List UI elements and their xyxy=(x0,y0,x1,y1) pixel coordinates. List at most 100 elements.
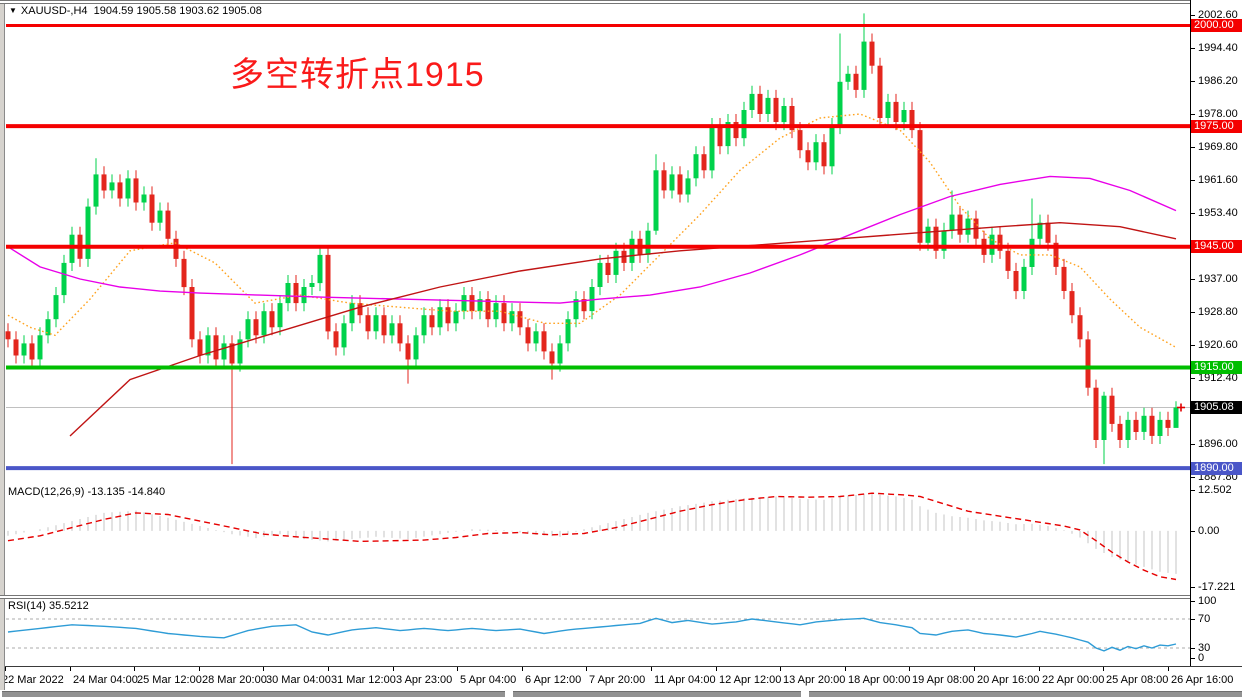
price-level-badge: 2000.00 xyxy=(1191,19,1242,32)
price-tick-label: 1961.60 xyxy=(1198,174,1238,186)
rsi-tick-label: 70 xyxy=(1198,613,1211,625)
time-axis-tick xyxy=(70,667,71,671)
ma-mid-magenta[interactable] xyxy=(7,175,1177,304)
price-chart-canvas[interactable] xyxy=(0,0,1190,480)
pane-splitter[interactable] xyxy=(0,0,1242,4)
price-tick-label: 1937.00 xyxy=(1198,273,1238,285)
price-tick-label: 1912.40 xyxy=(1198,372,1238,384)
rsi-tick-label: 30 xyxy=(1198,642,1211,654)
price-tick-label: 1928.80 xyxy=(1198,306,1238,318)
axis-tick xyxy=(1191,48,1195,49)
time-tick-label: 25 Mar 12:00 xyxy=(137,674,202,686)
axis-tick xyxy=(1191,15,1195,16)
pane-splitter[interactable] xyxy=(0,595,1242,599)
time-axis-tick xyxy=(5,667,6,671)
time-tick-label: 5 Apr 04:00 xyxy=(460,674,517,686)
axis-tick xyxy=(1191,477,1195,478)
price-level-badge: 1975.00 xyxy=(1191,120,1242,133)
annotation-text: 多空转折点1915 xyxy=(230,56,485,94)
time-axis-tick xyxy=(134,667,135,671)
price-tick-label: 1986.20 xyxy=(1198,75,1238,87)
axis-tick xyxy=(1191,147,1195,148)
axis-tick xyxy=(1191,619,1195,620)
axis-tick xyxy=(1191,531,1195,532)
time-tick-label: 31 Mar 12:00 xyxy=(331,674,396,686)
macd-canvas[interactable] xyxy=(0,484,1190,595)
macd-label: MACD(12,26,9) -13.135 -14.840 xyxy=(8,486,166,498)
time-tick-label: 24 Mar 04:00 xyxy=(73,674,138,686)
axis-tick xyxy=(1191,213,1195,214)
axis-tick xyxy=(1191,444,1195,445)
background-window-edge xyxy=(2,691,505,697)
rsi-tick-label: 100 xyxy=(1198,595,1217,607)
time-tick-label: 20 Apr 16:00 xyxy=(977,674,1040,686)
macd-tick-label: 12.502 xyxy=(1198,484,1232,496)
price-level-badge: 1945.00 xyxy=(1191,240,1242,253)
axis-tick xyxy=(1191,601,1195,602)
axis-tick xyxy=(1191,180,1195,181)
axis-tick xyxy=(1191,490,1195,491)
time-tick-label: 22 Apr 00:00 xyxy=(1042,674,1105,686)
background-window-edge xyxy=(513,691,801,697)
macd-tick-label: 0.00 xyxy=(1198,525,1220,537)
macd-signal-line xyxy=(7,492,1177,581)
price-tick-label: 1978.00 xyxy=(1198,108,1238,120)
time-axis-tick xyxy=(780,667,781,671)
axis-tick xyxy=(1191,658,1195,659)
time-axis-tick xyxy=(1168,667,1169,671)
chart-header: ▼ XAUUSD-,H4 1904.59 1905.58 1903.62 1905… xyxy=(9,5,262,17)
time-tick-label: 26 Apr 16:00 xyxy=(1171,674,1234,686)
price-level-badge: 1915.00 xyxy=(1191,361,1242,374)
macd-tick-label: -17.221 xyxy=(1198,581,1236,593)
macd-histogram xyxy=(7,493,1177,574)
time-axis-tick xyxy=(1103,667,1104,671)
price-tick-label: 1969.80 xyxy=(1198,141,1238,153)
time-axis[interactable]: 22 Mar 2022 24 Mar 04:00 25 Mar 12:00 28 Ma… xyxy=(0,666,1242,691)
time-tick-label: 12 Apr 12:00 xyxy=(719,674,782,686)
time-axis-tick xyxy=(845,667,846,671)
background-window-edge xyxy=(809,691,1242,697)
price-level-badge: 1905.08 xyxy=(1191,401,1242,414)
rsi-line xyxy=(7,617,1177,652)
time-tick-label: 30 Mar 04:00 xyxy=(266,674,331,686)
axis-tick xyxy=(1191,114,1195,115)
window-left-border xyxy=(0,0,5,690)
axis-tick xyxy=(1191,648,1195,649)
price-tick-label: 2002.60 xyxy=(1198,9,1238,21)
price-tick-label: 1920.60 xyxy=(1198,339,1238,351)
time-axis-tick xyxy=(457,667,458,671)
price-axis[interactable]: 2002.60 1994.40 1986.20 1978.00 1969.80 1961.… xyxy=(1190,0,1242,666)
time-axis-tick xyxy=(586,667,587,671)
time-axis-tick xyxy=(263,667,264,671)
time-tick-label: 11 Apr 04:00 xyxy=(654,674,716,686)
axis-tick xyxy=(1191,587,1195,588)
price-tick-label: 1896.00 xyxy=(1198,438,1238,450)
axis-tick xyxy=(1191,312,1195,313)
chevron-down-icon[interactable]: ▼ xyxy=(9,6,17,15)
time-tick-label: 3 Apr 23:00 xyxy=(396,674,453,686)
price-level-badge: 1890.00 xyxy=(1191,462,1242,475)
time-tick-label: 22 Mar 2022 xyxy=(2,674,64,686)
rsi-tick-label: 0 xyxy=(1198,652,1205,664)
axis-tick xyxy=(1191,279,1195,280)
ask-price-marker xyxy=(1177,403,1185,412)
axis-tick xyxy=(1191,345,1195,346)
rsi-label: RSI(14) 35.5212 xyxy=(8,600,89,612)
time-tick-label: 7 Apr 20:00 xyxy=(589,674,646,686)
chart-title-ohlc: XAUUSD-,H4 1904.59 1905.58 1903.62 1905.… xyxy=(20,5,262,17)
rsi-canvas[interactable] xyxy=(0,599,1190,665)
time-tick-label: 19 Apr 08:00 xyxy=(912,674,975,686)
time-axis-tick xyxy=(1039,667,1040,671)
candlestick-series xyxy=(5,13,1179,465)
time-axis-tick xyxy=(716,667,717,671)
time-tick-label: 28 Mar 20:00 xyxy=(202,674,267,686)
axis-tick xyxy=(1191,81,1195,82)
time-axis-tick xyxy=(522,667,523,671)
time-axis-tick xyxy=(651,667,652,671)
time-tick-label: 6 Apr 12:00 xyxy=(525,674,582,686)
price-tick-label: 1953.40 xyxy=(1198,207,1238,219)
time-tick-label: 25 Apr 08:00 xyxy=(1106,674,1169,686)
ma-slow-darkred[interactable] xyxy=(69,221,1177,437)
time-axis-tick xyxy=(909,667,910,671)
